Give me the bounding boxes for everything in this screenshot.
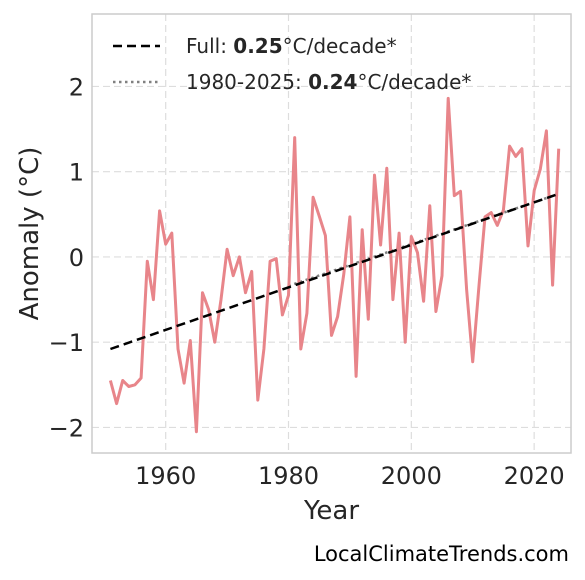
x-tick-label: 1980: [258, 462, 319, 490]
y-tick-label: 0: [69, 244, 84, 272]
y-tick-labels: −2 −1 0 1 2: [49, 73, 84, 442]
legend-label-recent: 1980-2025: 0.24°C/decade*: [186, 70, 471, 94]
source-footer: LocalClimateTrends.com: [314, 542, 569, 566]
y-tick-label: −2: [49, 414, 84, 442]
series-layer: [108, 96, 561, 434]
y-tick-label: 1: [69, 159, 84, 187]
x-tick-label: 2020: [504, 462, 565, 490]
x-axis-label: Year: [303, 496, 359, 526]
x-tick-labels: 1960 1980 2000 2020: [135, 462, 565, 490]
grid-lines: [92, 14, 571, 453]
y-axis-label: Anomaly (°C): [15, 147, 45, 321]
x-tick-label: 2000: [381, 462, 442, 490]
trend-line-full: [110, 192, 560, 351]
legend: Full: 0.25°C/decade* 1980-2025: 0.24°C/d…: [113, 34, 471, 94]
legend-label-full: Full: 0.25°C/decade*: [186, 34, 397, 58]
y-tick-label: 2: [69, 73, 84, 101]
plot-frame: [91, 13, 572, 454]
x-tick-label: 1960: [135, 462, 196, 490]
anomaly-series-line: [108, 96, 561, 434]
y-tick-label: −1: [49, 329, 84, 357]
